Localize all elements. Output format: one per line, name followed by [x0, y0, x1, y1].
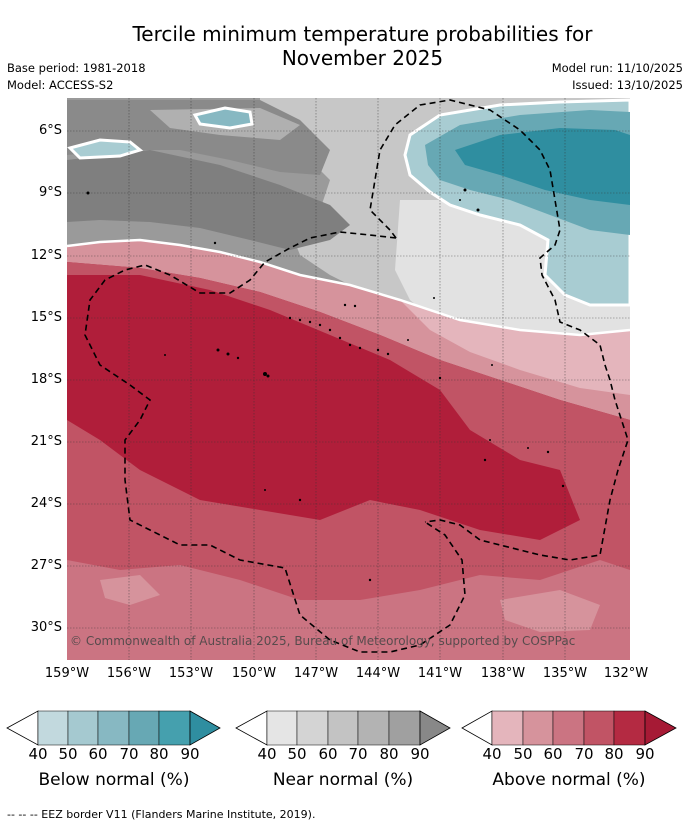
- meta-right: Model run: 11/10/2025 Issued: 13/10/2025: [552, 60, 683, 94]
- lon-label: 141°W: [417, 666, 463, 681]
- lon-label: 138°W: [480, 666, 526, 681]
- colorbar-tick: 80: [379, 745, 399, 763]
- above-normal-lighter-south: [67, 560, 630, 660]
- map-title: Tercile minimum temperature probabilitie…: [0, 22, 690, 70]
- colorbar-tick: 90: [180, 745, 200, 763]
- colorbar-title-near: Near normal (%): [272, 770, 414, 790]
- lat-label: 12°S: [30, 248, 62, 263]
- colorbar-tick: 70: [574, 745, 594, 763]
- colorbar-tick: 60: [543, 745, 563, 763]
- lon-label: 132°W: [603, 666, 649, 681]
- model-run: Model run: 11/10/2025: [551, 61, 683, 75]
- colorbar-below-normal: [6, 710, 221, 746]
- lat-label: 30°S: [30, 620, 62, 635]
- colorbar-tick: 90: [410, 745, 430, 763]
- lat-label: 21°S: [30, 434, 62, 449]
- below-normal-patch-2: [192, 106, 254, 130]
- lon-label: 147°W: [293, 666, 339, 681]
- colorbar-tick: 40: [257, 745, 277, 763]
- colorbar-tick: 80: [604, 745, 624, 763]
- copyright-notice: © Commonwealth of Australia 2025, Bureau…: [70, 634, 576, 648]
- colorbar-near-normal: [235, 710, 451, 746]
- eez-borders: [84, 99, 629, 653]
- lat-label: 6°S: [38, 123, 62, 138]
- eez-footnote: -- -- -- EEZ border V11 (Flanders Marine…: [7, 808, 316, 821]
- islands: [86, 188, 565, 582]
- above-normal-pale-south-2: [100, 575, 160, 605]
- lon-label: 144°W: [355, 666, 401, 681]
- meta-left: Base period: 1981-2018 Model: ACCESS-S2: [7, 60, 146, 94]
- colorbar-tick: 50: [513, 745, 533, 763]
- colorbar-tick: 90: [635, 745, 655, 763]
- model-name: Model: ACCESS-S2: [7, 78, 114, 92]
- lon-label: 150°W: [231, 666, 277, 681]
- lon-label: 159°W: [44, 666, 90, 681]
- colorbar-tick: 40: [28, 745, 48, 763]
- lat-label: 9°S: [38, 185, 62, 200]
- colorbar-tick: 50: [58, 745, 78, 763]
- lon-label: 156°W: [106, 666, 152, 681]
- title-line-1: Tercile minimum temperature probabilitie…: [132, 22, 593, 46]
- above-normal-pale: [400, 300, 630, 395]
- colorbar-tick: 60: [318, 745, 338, 763]
- lon-label: 135°W: [542, 666, 588, 681]
- colorbar-tick: 80: [149, 745, 169, 763]
- above-normal-pale-south: [500, 590, 600, 632]
- base-period: Base period: 1981-2018: [7, 61, 146, 75]
- colorbar-tick: 70: [119, 745, 139, 763]
- colorbar-tick: 40: [482, 745, 502, 763]
- near-normal-boundary: [67, 238, 630, 337]
- colorbar-title-below: Below normal (%): [38, 770, 190, 790]
- colorbar-tick: 60: [88, 745, 108, 763]
- issued-date: Issued: 13/10/2025: [572, 78, 683, 92]
- lat-label: 24°S: [30, 496, 62, 511]
- near-normal-dark: [67, 150, 350, 250]
- title-line-2: November 2025: [281, 46, 444, 70]
- above-normal-strong: [67, 275, 580, 540]
- colorbar-tick: 50: [287, 745, 307, 763]
- lat-label: 15°S: [30, 310, 62, 325]
- below-normal-patch-1: [67, 138, 144, 160]
- lon-label: 153°W: [168, 666, 214, 681]
- above-normal-light: [67, 240, 630, 420]
- colorbar-title-above: Above normal (%): [492, 770, 646, 790]
- lat-label: 27°S: [30, 558, 62, 573]
- colorbar-tick: 70: [348, 745, 368, 763]
- below-normal-core: [455, 128, 630, 205]
- colorbar-above-normal: [461, 710, 677, 746]
- graticule: [67, 98, 630, 660]
- lat-label: 18°S: [30, 372, 62, 387]
